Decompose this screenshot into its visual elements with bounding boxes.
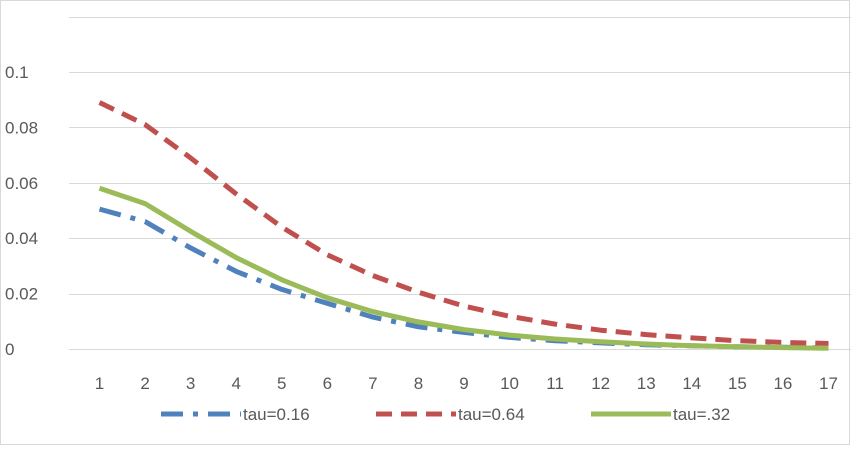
legend-label: tau=0.16: [243, 405, 310, 424]
x-tick-label: 4: [231, 374, 240, 393]
x-tick-label: 13: [637, 374, 656, 393]
series-line-tau-0-64: [98, 100, 829, 346]
y-tick-label: 0.04: [5, 229, 38, 248]
x-tick-label: 6: [323, 374, 332, 393]
x-tick-label: 5: [277, 374, 286, 393]
y-tick-label: 0.06: [5, 174, 38, 193]
x-tick-label: 8: [414, 374, 423, 393]
x-tick-label: 3: [186, 374, 195, 393]
x-tick-label: 10: [500, 374, 519, 393]
x-axis-tick-labels: 1 2 3 4 5 6 7 8 9 10 11 12 13 14 15 16 17: [95, 374, 838, 393]
y-tick-label: 0.1: [5, 63, 29, 82]
series-lines: [98, 100, 829, 351]
x-tick-label: 16: [773, 374, 792, 393]
x-tick-label: 7: [368, 374, 377, 393]
series-line-tau-32: [98, 185, 829, 351]
y-tick-label: 0: [5, 340, 14, 359]
x-tick-label: 1: [95, 374, 104, 393]
legend-label: tau=.32: [673, 405, 730, 424]
x-tick-label: 14: [682, 374, 701, 393]
legend-label: tau=0.64: [458, 405, 525, 424]
x-tick-label: 12: [591, 374, 610, 393]
y-tick-label: 0.02: [5, 285, 38, 304]
x-tick-label: 9: [459, 374, 468, 393]
x-tick-label: 11: [546, 374, 564, 393]
legend: tau=0.16 tau=0.64 tau=.32: [161, 405, 730, 424]
gridlines: [69, 17, 851, 350]
y-axis-tick-labels: 0 0.02 0.04 0.06 0.08 0.1: [5, 63, 38, 359]
x-tick-label: 17: [819, 374, 838, 393]
x-tick-label: 2: [140, 374, 149, 393]
x-tick-label: 15: [728, 374, 747, 393]
y-tick-label: 0.08: [5, 118, 38, 137]
